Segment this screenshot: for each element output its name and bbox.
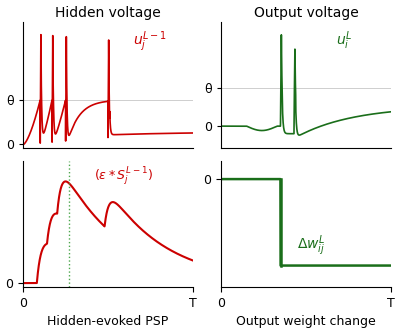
Title: Output voltage: Output voltage bbox=[254, 6, 358, 20]
X-axis label: Hidden-evoked PSP: Hidden-evoked PSP bbox=[47, 315, 168, 328]
Title: Hidden voltage: Hidden voltage bbox=[55, 6, 161, 20]
Text: $u_i^{L}$: $u_i^{L}$ bbox=[336, 29, 353, 52]
X-axis label: Output weight change: Output weight change bbox=[236, 315, 376, 328]
Text: $(\varepsilon * S_j^{L-1})$: $(\varepsilon * S_j^{L-1})$ bbox=[94, 166, 153, 188]
Text: $\Delta w_{ij}^{L}$: $\Delta w_{ij}^{L}$ bbox=[298, 234, 326, 258]
Text: $u_j^{L-1}$: $u_j^{L-1}$ bbox=[133, 29, 168, 54]
